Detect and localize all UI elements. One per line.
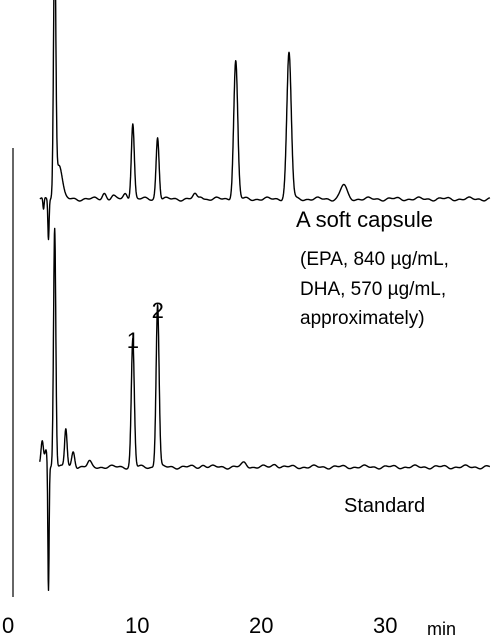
series-label-standard: Standard [344,495,425,517]
sample-note-line: (EPA, 840 µg/mL, [300,249,449,270]
trace-line-sample [39,0,491,241]
series-label-sample: A soft capsule [296,207,433,232]
sample-note-line: DHA, 570 µg/mL, [300,279,446,300]
text-group: A soft capsule (EPA, 840 µg/mL, DHA, 570 µ… [2,207,456,639]
peak-label-1: 1 [127,328,139,353]
x-tick-label: 20 [249,613,273,638]
x-axis-unit: min [427,619,456,639]
peak-label-2: 2 [152,298,164,323]
trace-line-standard [39,227,491,591]
sample-note-line: approximately) [300,308,425,329]
x-tick-label: 0 [2,613,14,638]
x-tick-label: 30 [373,613,397,638]
x-tick-label: 10 [125,613,149,638]
traces-group [39,0,491,591]
